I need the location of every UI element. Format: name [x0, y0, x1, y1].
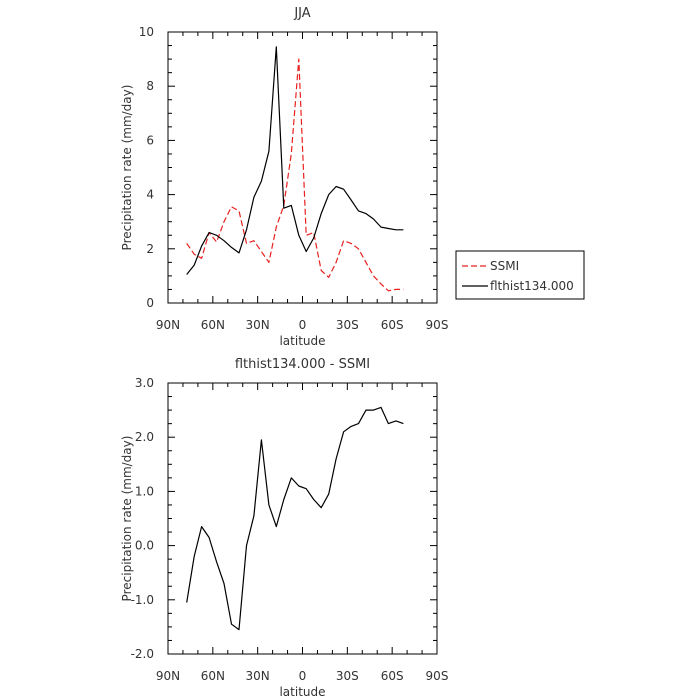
y-tick-label: 3.0 [135, 376, 154, 390]
y-tick-label: 0.0 [135, 539, 154, 553]
y-tick-label: 4 [146, 188, 154, 202]
x-tick-label: 0 [299, 318, 307, 332]
x-tick-label: 30S [336, 669, 359, 683]
x-tick-label: 90S [426, 669, 449, 683]
y-tick-label: 6 [146, 133, 154, 147]
y-tick-label: 2.0 [135, 430, 154, 444]
legend-label: SSMI [490, 259, 519, 273]
x-tick-label: 60S [381, 669, 404, 683]
x-tick-label: 30S [336, 318, 359, 332]
x-tick-label: 90N [156, 669, 180, 683]
plot-frame [167, 382, 438, 655]
chart-title: JJA [293, 6, 310, 21]
series-line-flthist134-000 [186, 46, 404, 275]
x-axis-label: latitude [279, 685, 325, 699]
x-tick-label: 30N [246, 669, 270, 683]
y-tick-label: 1.0 [135, 484, 154, 498]
y-tick-label: -1.0 [131, 593, 154, 607]
y-tick-label: 8 [146, 79, 154, 93]
x-tick-label: 90S [426, 318, 449, 332]
x-tick-label: 30N [246, 318, 270, 332]
plot-frame [167, 31, 438, 304]
y-tick-label: 0 [146, 296, 154, 310]
y-tick-label: 10 [139, 25, 154, 39]
chart-title: flthist134.000 - SSMI [235, 357, 370, 372]
y-axis-label: Precipitation rate (mm/day) [120, 85, 134, 251]
y-tick-label: 2 [146, 242, 154, 256]
x-tick-label: 0 [299, 669, 307, 683]
x-tick-label: 60S [381, 318, 404, 332]
series-line-ssmi [186, 58, 404, 292]
y-axis-label: Precipitation rate (mm/day) [120, 436, 134, 602]
x-tick-label: 60N [201, 318, 225, 332]
y-tick-label: -2.0 [131, 647, 154, 661]
x-tick-label: 90N [156, 318, 180, 332]
legend-box [455, 250, 585, 300]
x-axis-label: latitude [279, 334, 325, 348]
x-tick-label: 60N [201, 669, 225, 683]
difference-line [186, 406, 404, 631]
legend-label: flthist134.000 [490, 279, 574, 293]
